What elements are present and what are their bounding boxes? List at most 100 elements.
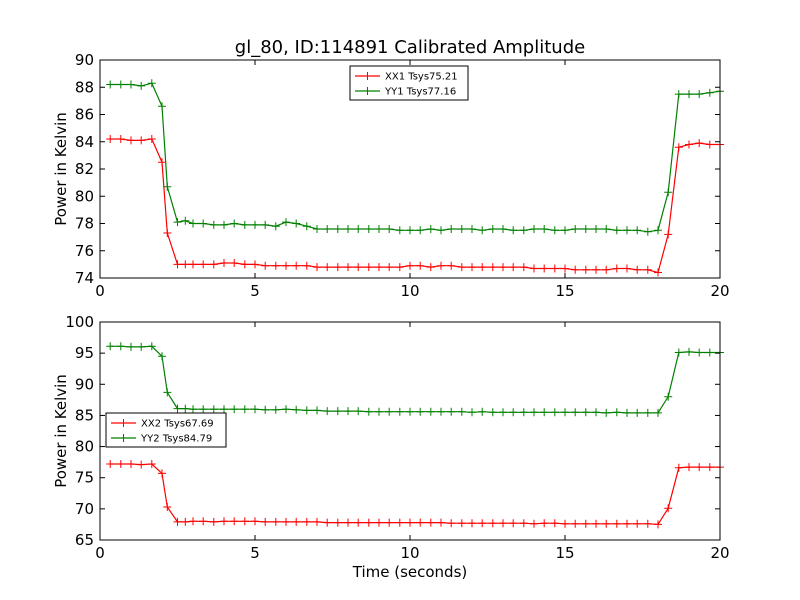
data-point: [313, 517, 321, 526]
data-point: [550, 408, 559, 417]
data-point: [426, 225, 435, 233]
legend: XX1 Tsys75.21 YY1 Tsys77.16: [349, 65, 469, 101]
data-point: [282, 261, 290, 270]
data-point: [561, 519, 569, 528]
data-point: [189, 517, 197, 526]
data-point: [261, 220, 270, 229]
data-point: [158, 158, 166, 167]
legend-label: XX1 Tsys75.21: [385, 72, 458, 83]
data-point: [282, 218, 290, 227]
data-point: [158, 352, 166, 361]
data-point: [302, 261, 311, 270]
data-point: [395, 518, 404, 527]
data-point: [199, 260, 208, 269]
data-point: [375, 407, 383, 416]
data-point: [181, 216, 190, 225]
data-point: [602, 408, 611, 417]
data-point: [468, 225, 476, 233]
data-point: [488, 519, 497, 528]
data-point: [240, 260, 249, 269]
y-tick-label: 70: [75, 500, 94, 518]
data-point: [181, 260, 190, 269]
data-point: [540, 225, 549, 233]
data-point: [561, 408, 569, 417]
data-point: [499, 263, 507, 272]
data-point: [654, 520, 662, 529]
x-tick-label: 10: [400, 282, 419, 300]
data-point: [302, 406, 311, 415]
data-point: [220, 220, 228, 229]
data-point: [426, 263, 435, 272]
data-point: [478, 519, 487, 528]
data-point: [147, 460, 156, 468]
data-point: [106, 342, 115, 351]
data-point: [230, 517, 239, 526]
data-point: [499, 408, 507, 417]
data-point: [416, 261, 425, 270]
data-point: [664, 188, 673, 197]
top-panel: 0 5 10 15 20 74 76 78 80 82 84 86 88 90 Power in Kelvi…: [52, 51, 730, 300]
data-point: [664, 392, 673, 401]
data-point: [240, 220, 249, 229]
data-point: [571, 519, 580, 528]
data-point: [375, 225, 383, 233]
data-point: [251, 260, 259, 269]
y-axis-label: Power in Kelvin: [52, 374, 70, 488]
x-tick-label: 0: [95, 544, 105, 562]
data-point: [251, 220, 259, 229]
data-point: [612, 408, 621, 417]
data-point: [654, 408, 662, 417]
data-point: [163, 503, 172, 511]
data-point: [199, 219, 208, 228]
data-point: [540, 519, 549, 528]
legend-marker: [119, 419, 128, 427]
data-point: [344, 407, 352, 416]
data-point: [261, 261, 270, 270]
data-point: [602, 225, 611, 233]
data-point: [163, 388, 172, 397]
legend-box: [349, 65, 469, 101]
data-point: [530, 264, 538, 273]
data-point: [695, 463, 704, 472]
y-tick-label: 100: [65, 313, 94, 331]
x-tick-label: 15: [555, 544, 574, 562]
legend-label: YY2 Tsys84.79: [140, 434, 212, 445]
data-point: [333, 407, 342, 416]
data-point: [323, 263, 332, 272]
data-point: [271, 405, 280, 414]
data-point: [116, 80, 125, 89]
data-point: [592, 519, 600, 528]
data-point: [323, 407, 332, 416]
data-point: [519, 263, 528, 272]
data-point: [116, 342, 125, 351]
data-point: [550, 226, 559, 235]
data-point: [643, 227, 652, 236]
data-point: [127, 80, 135, 89]
data-point: [499, 519, 507, 528]
data-point: [375, 518, 383, 527]
data-point: [674, 348, 683, 357]
legend: XX2 Tsys67.69 YY2 Tsys84.79: [105, 412, 227, 448]
data-point: [354, 518, 363, 527]
data-point: [488, 263, 497, 272]
data-point: [416, 226, 425, 235]
data-point: [478, 226, 487, 235]
data-point: [292, 219, 301, 228]
data-point: [375, 263, 383, 272]
data-point: [478, 407, 487, 416]
y-tick-label: 84: [75, 133, 94, 151]
data-point: [209, 260, 218, 269]
data-point: [364, 225, 373, 233]
data-point: [447, 225, 456, 233]
bottom-panel: 0 5 10 15 20 65 70 75 80 85 90 95 100 Power in Kelvin…: [52, 313, 730, 581]
data-point: [478, 263, 487, 272]
data-point: [571, 225, 580, 233]
data-point: [447, 519, 456, 528]
data-point: [705, 348, 714, 357]
data-point: [163, 229, 172, 237]
data-point: [385, 407, 394, 416]
y-tick-label: 95: [75, 344, 94, 362]
data-point: [230, 405, 239, 414]
data-point: [540, 408, 549, 417]
data-point: [550, 264, 559, 273]
